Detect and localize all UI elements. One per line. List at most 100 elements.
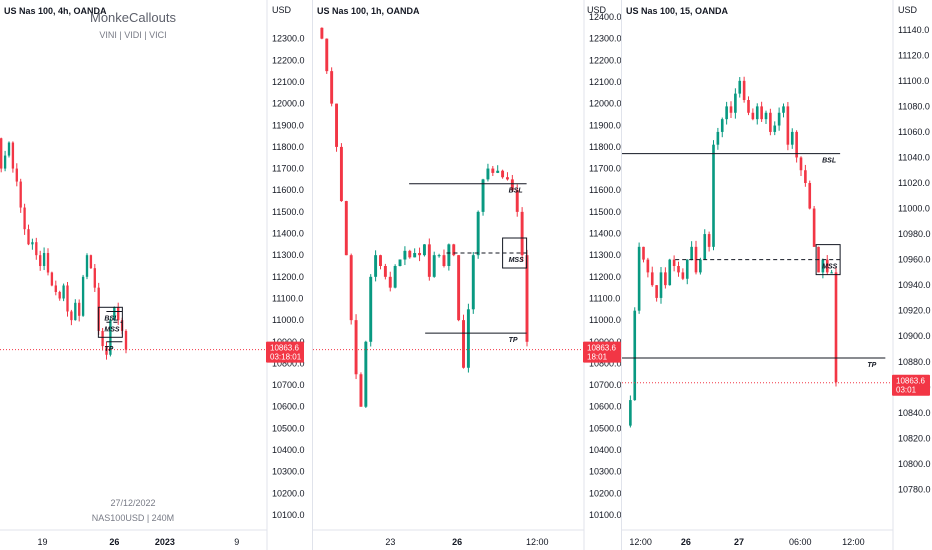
panel-divider[interactable] xyxy=(621,0,622,550)
candle-body xyxy=(398,259,402,266)
candle-body xyxy=(646,259,650,273)
y-tick-label: 10200.0 xyxy=(589,488,621,498)
y-tick-label: 11700.0 xyxy=(272,164,304,174)
y-tick-label: 10980.0 xyxy=(898,229,931,239)
candle-body xyxy=(35,242,38,256)
candle-body xyxy=(7,142,11,156)
y-tick-label: 12100.0 xyxy=(589,77,621,87)
candle-body xyxy=(486,168,490,180)
candle-body xyxy=(812,208,816,247)
candle-body xyxy=(335,103,338,147)
level-label-bsl: BSL xyxy=(822,158,836,165)
mss-zone-box[interactable] xyxy=(815,244,841,276)
y-tick-label: 11400.0 xyxy=(589,229,621,239)
x-tick-label: 19 xyxy=(38,537,48,547)
candle-body xyxy=(50,272,54,286)
chart-panel-4h[interactable]: 10100.0 10200.0 10300.0 10400.0 10500.0 10600… xyxy=(0,0,312,550)
y-tick-label: 11900.0 xyxy=(589,120,621,130)
candle-body xyxy=(58,291,61,299)
last-price-tag xyxy=(583,341,621,363)
candle-body xyxy=(664,272,667,286)
chart-title: US Nas 100, 1h, OANDA xyxy=(317,6,420,16)
y-tick-label: 11120.0 xyxy=(898,50,929,60)
candle-body xyxy=(46,253,50,273)
y-tick-label: 11100.0 xyxy=(898,76,929,86)
candle-body xyxy=(677,266,680,273)
y-tick-label: 10500.0 xyxy=(589,423,621,433)
x-tick-label: 2023 xyxy=(155,537,175,547)
y-tick-label: 11200.0 xyxy=(272,272,304,282)
candle-body xyxy=(694,246,698,273)
candle-body xyxy=(62,285,65,299)
y-tick-label: 10800.0 xyxy=(898,459,931,469)
candle-body xyxy=(379,255,382,266)
y-tick-label: 10940.0 xyxy=(898,280,931,290)
candle-body xyxy=(476,211,480,256)
candle-body xyxy=(330,71,334,104)
candle-body xyxy=(23,207,26,230)
candle-body xyxy=(54,285,57,292)
y-tick-label: 11300.0 xyxy=(589,250,621,260)
candle-body xyxy=(795,131,798,158)
y-tick-label: 11900.0 xyxy=(272,120,304,130)
last-price-value: 10863.6 xyxy=(270,344,299,353)
candle-body xyxy=(769,112,772,132)
chart-title: US Nas 100, 15, OANDA xyxy=(626,6,729,16)
candle-body xyxy=(659,272,663,298)
candle-body xyxy=(690,246,693,260)
candle-body xyxy=(19,181,22,208)
mss-zone-box[interactable] xyxy=(502,237,528,269)
level-label-bsl: BSL xyxy=(104,315,118,322)
y-tick-label: 10100.0 xyxy=(589,510,621,520)
level-label-tp: TP xyxy=(509,337,518,344)
candle-body xyxy=(515,190,519,212)
candle-body xyxy=(825,259,829,273)
candle-body xyxy=(124,330,128,350)
candle-body xyxy=(369,276,373,342)
candle-body xyxy=(78,302,81,316)
x-tick-label: 12:00 xyxy=(629,537,652,547)
candle-body xyxy=(39,255,42,266)
candle-body xyxy=(755,106,759,120)
chart-panel-15m[interactable]: 10780.010800.010820.010840.010860.010880… xyxy=(622,0,932,550)
candle-body xyxy=(388,276,392,288)
y-tick-label: 11000.0 xyxy=(272,315,304,325)
y-tick-label: 12300.0 xyxy=(589,34,621,44)
candle-body xyxy=(764,112,768,120)
candle-body xyxy=(422,244,426,256)
candle-body xyxy=(481,179,485,212)
candle-body xyxy=(117,307,120,321)
candle-body xyxy=(408,250,412,258)
panel-divider[interactable] xyxy=(312,0,313,550)
candle-body xyxy=(808,183,812,209)
y-tick-label: 12400.0 xyxy=(589,12,621,22)
x-tick-label: 12:00 xyxy=(842,537,865,547)
last-price-countdown: 03:01 xyxy=(896,386,917,395)
y-tick-label: 10800.0 xyxy=(272,358,305,368)
candle-body xyxy=(364,341,368,407)
y-tick-label: 10960.0 xyxy=(898,255,931,265)
candle-body xyxy=(637,246,641,311)
chart-panel-1h[interactable]: 10100.0 10200.0 10300.0 10400.0 10500.0 10600… xyxy=(313,0,621,550)
candle-body xyxy=(447,244,451,266)
plot-4h[interactable]: 10100.0 10200.0 10300.0 10400.0 10500.0 10600… xyxy=(0,0,312,550)
candle-body xyxy=(81,276,85,316)
candle-body xyxy=(93,268,96,288)
x-tick-label: 12:00 xyxy=(526,537,549,547)
candle-body xyxy=(799,157,803,171)
y-tick-label: 11020.0 xyxy=(898,178,930,188)
y-tick-label: 11800.0 xyxy=(272,142,304,152)
mss-zone-box[interactable] xyxy=(97,306,123,338)
candle-body xyxy=(672,259,676,266)
candle-body xyxy=(747,100,750,113)
plot-15m[interactable]: 10780.010800.010820.010840.010860.010880… xyxy=(622,0,932,550)
candle-body xyxy=(42,253,46,266)
currency-label: USD xyxy=(272,5,292,15)
y-tick-label: 12200.0 xyxy=(272,55,305,65)
last-price-countdown: 03:18:01 xyxy=(270,353,302,362)
plot-1h[interactable]: 10100.0 10200.0 10300.0 10400.0 10500.0 10600… xyxy=(313,0,621,550)
candle-body xyxy=(703,234,707,260)
x-tick-label: 26 xyxy=(681,537,691,547)
y-tick-label: 11600.0 xyxy=(589,185,621,195)
y-tick-label: 10800.0 xyxy=(589,358,621,368)
